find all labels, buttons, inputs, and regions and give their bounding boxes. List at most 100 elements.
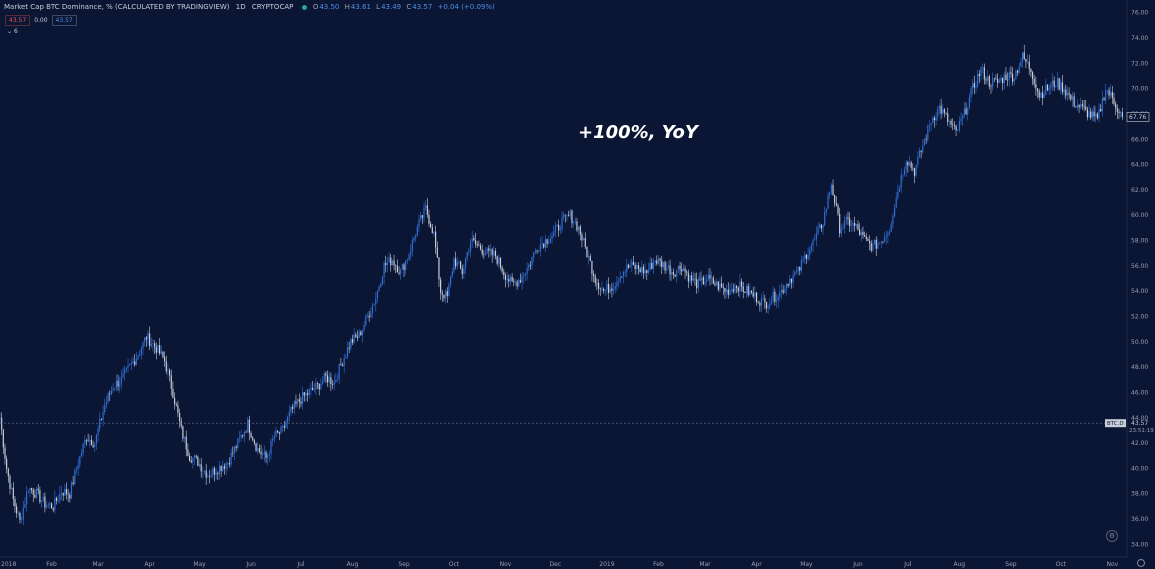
candle-body — [453, 258, 455, 272]
current-price-marker: 67.76 — [1126, 112, 1150, 122]
buy-price-button[interactable]: 43.57 — [51, 15, 77, 26]
candle-body — [321, 381, 324, 385]
candle-body — [682, 268, 684, 272]
candle-body — [709, 274, 711, 279]
candle-body — [815, 233, 817, 240]
candle-body — [955, 125, 957, 131]
candle-body — [932, 117, 934, 124]
x-tick-label: Nov — [1107, 561, 1119, 568]
y-tick-label: 60.00 — [1131, 212, 1148, 219]
candle-body — [1045, 84, 1047, 95]
candle-body — [817, 227, 819, 234]
candle-body — [963, 108, 965, 116]
countdown-label: 23:51:19 — [1129, 428, 1154, 434]
candle-body — [0, 417, 1, 419]
candle-body — [533, 252, 535, 258]
candle-body — [307, 393, 309, 395]
candle-body — [160, 351, 162, 354]
candle-body — [717, 281, 719, 290]
candle-body — [962, 115, 964, 119]
candle-body — [830, 184, 832, 193]
candle-body — [747, 286, 749, 296]
candle-body — [237, 438, 239, 449]
candle-body — [684, 268, 686, 272]
candle-body — [641, 266, 643, 272]
candle-body — [755, 292, 758, 303]
candle-body — [652, 262, 655, 270]
auto-scale-icon[interactable] — [1137, 559, 1145, 567]
chevron-down-icon[interactable]: ⌄ — [7, 28, 13, 35]
candle-body — [923, 139, 926, 146]
candle-body — [80, 453, 83, 456]
candle-body — [212, 468, 214, 475]
candle-body — [739, 281, 741, 292]
candle-body — [341, 364, 344, 367]
candle-body — [82, 443, 84, 454]
candle-body — [526, 268, 528, 274]
candle-body — [809, 250, 811, 255]
interval-label[interactable]: 1D — [235, 3, 246, 11]
candle-body — [1011, 74, 1014, 82]
indicators-toggle[interactable]: ⌄ 6 — [7, 28, 18, 35]
candle-body — [1060, 82, 1062, 90]
candle-body — [953, 124, 956, 126]
y-tick-label: 34.00 — [1131, 541, 1148, 548]
symbol-title[interactable]: Market Cap BTC Dominance, % (CALCULATED … — [4, 3, 230, 11]
candle-body — [1083, 105, 1085, 107]
candle-body — [52, 508, 54, 511]
candle-body — [859, 229, 861, 236]
high-label: H — [344, 3, 350, 11]
candle-body — [880, 241, 882, 243]
candle-body — [1003, 74, 1005, 84]
candle-body — [589, 256, 591, 261]
candle-body — [606, 284, 608, 290]
candle-body — [282, 426, 284, 427]
candle-body — [223, 466, 226, 469]
candle-body — [267, 454, 269, 458]
market-status-icon — [301, 4, 307, 10]
gear-icon[interactable]: ⚙ — [1106, 530, 1118, 542]
candle-body — [561, 217, 563, 230]
candle-body — [1103, 98, 1105, 101]
candle-body — [350, 339, 352, 349]
candle-body — [16, 506, 18, 514]
candle-body — [757, 302, 759, 303]
candle-body — [918, 150, 921, 157]
low-value: 43.49 — [381, 3, 402, 11]
candle-body — [205, 470, 207, 478]
candle-body — [622, 271, 625, 277]
candle-body — [611, 288, 613, 291]
candle-body — [770, 301, 773, 304]
chart-annotation[interactable]: +100%, YoY — [578, 122, 698, 143]
candle-body — [834, 195, 836, 204]
candle-body — [403, 264, 405, 270]
candle-body — [794, 272, 796, 276]
candle-body — [1063, 89, 1065, 93]
candle-body — [968, 97, 970, 109]
candle-body — [285, 422, 287, 428]
candle-body — [712, 277, 714, 284]
candle-body — [511, 276, 513, 282]
candle-body — [105, 401, 108, 406]
candle-body — [380, 283, 382, 287]
candle-body — [883, 237, 886, 242]
sell-price-button[interactable]: 43.57 — [5, 15, 31, 26]
candle-body — [188, 455, 191, 461]
candle-body — [345, 356, 347, 359]
price-axis[interactable]: 34.00 36.00 38.00 40.00 42.00 44.00 46.00 48.00… — [1131, 10, 1148, 549]
candle-body — [340, 364, 342, 365]
candle-body — [835, 203, 837, 206]
candle-body — [687, 272, 689, 282]
candle-body — [596, 282, 598, 284]
candle-body — [854, 223, 856, 226]
candle-body — [752, 292, 754, 297]
candle-body — [607, 284, 610, 293]
candle-body — [441, 292, 443, 295]
candle-body — [21, 519, 23, 521]
time-axis[interactable]: 2018 Feb Mar Apr May Jun Jul Aug Sep Oct Nov Dec 201… — [1, 561, 1119, 568]
candle-body — [1026, 61, 1029, 63]
candle-body — [839, 213, 841, 234]
candle-body — [164, 357, 166, 362]
candle-body — [1055, 86, 1057, 87]
